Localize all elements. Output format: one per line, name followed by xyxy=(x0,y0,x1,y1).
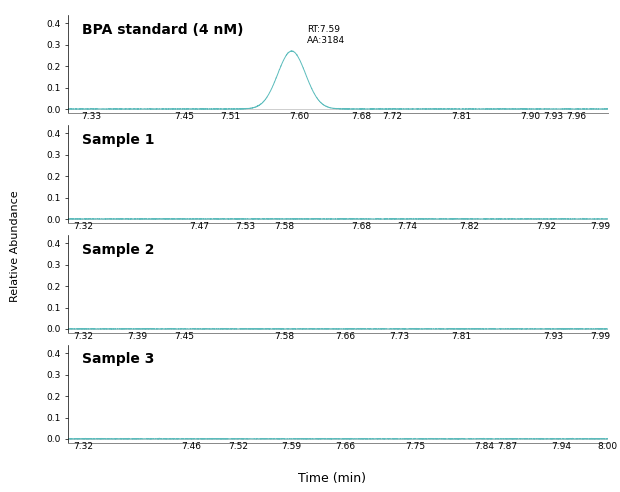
Text: 7.60: 7.60 xyxy=(290,112,309,122)
Text: 7.46: 7.46 xyxy=(182,442,202,451)
Text: 7.66: 7.66 xyxy=(335,442,356,451)
Text: 8.00: 8.00 xyxy=(598,442,618,451)
Text: 7.32: 7.32 xyxy=(74,442,94,451)
Text: 7.39: 7.39 xyxy=(128,332,148,341)
Text: Sample 3: Sample 3 xyxy=(82,352,154,367)
Text: 7.74: 7.74 xyxy=(397,222,417,231)
Text: 7.72: 7.72 xyxy=(382,112,402,122)
Text: 7.32: 7.32 xyxy=(74,222,94,231)
Text: 7.45: 7.45 xyxy=(174,332,194,341)
Text: 7.99: 7.99 xyxy=(590,332,610,341)
Text: 7.59: 7.59 xyxy=(281,442,302,451)
Text: 7.81: 7.81 xyxy=(451,332,471,341)
Text: 7.68: 7.68 xyxy=(351,112,371,122)
Text: 7.96: 7.96 xyxy=(567,112,587,122)
Text: Sample 2: Sample 2 xyxy=(82,243,154,256)
Text: 7.45: 7.45 xyxy=(174,112,194,122)
Text: 7.90: 7.90 xyxy=(520,112,541,122)
Text: 7.58: 7.58 xyxy=(274,332,294,341)
Text: 7.66: 7.66 xyxy=(335,332,356,341)
Text: 7.99: 7.99 xyxy=(590,222,610,231)
Text: 7.47: 7.47 xyxy=(189,222,209,231)
Text: 7.75: 7.75 xyxy=(405,442,425,451)
Text: 7.32: 7.32 xyxy=(74,332,94,341)
Text: 7.84: 7.84 xyxy=(474,442,494,451)
Text: 7.87: 7.87 xyxy=(497,442,518,451)
Text: 7.94: 7.94 xyxy=(551,442,572,451)
Text: 7.51: 7.51 xyxy=(220,112,240,122)
Text: 7.93: 7.93 xyxy=(544,332,564,341)
Text: 7.82: 7.82 xyxy=(459,222,479,231)
Text: Sample 1: Sample 1 xyxy=(82,132,154,147)
Text: Relative Abundance: Relative Abundance xyxy=(11,190,20,302)
Text: 7.92: 7.92 xyxy=(536,222,556,231)
Text: 7.81: 7.81 xyxy=(451,112,471,122)
Text: BPA standard (4 nM): BPA standard (4 nM) xyxy=(82,23,243,36)
Text: 7.52: 7.52 xyxy=(228,442,248,451)
Text: 7.53: 7.53 xyxy=(236,222,255,231)
Text: RT:7.59
AA:3184: RT:7.59 AA:3184 xyxy=(307,25,345,45)
Text: 7.93: 7.93 xyxy=(544,112,564,122)
Text: 7.33: 7.33 xyxy=(81,112,102,122)
Text: 7.73: 7.73 xyxy=(389,332,410,341)
Text: 7.58: 7.58 xyxy=(274,222,294,231)
Text: Time (min): Time (min) xyxy=(298,472,366,485)
Text: 7.68: 7.68 xyxy=(351,222,371,231)
